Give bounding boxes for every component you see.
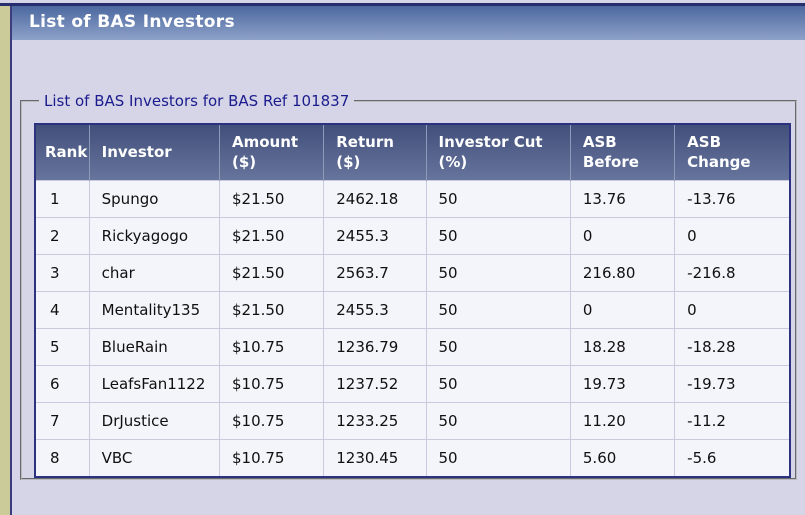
cell-return: 2563.7 bbox=[323, 253, 427, 291]
cell-investor: VBC bbox=[89, 438, 220, 477]
cell-amount: $10.75 bbox=[219, 438, 325, 477]
cell-asb_before: 216.80 bbox=[570, 253, 676, 291]
cell-return: 1230.45 bbox=[323, 438, 427, 477]
cell-asb_change: -216.8 bbox=[674, 253, 790, 291]
cell-amount: $10.75 bbox=[219, 327, 325, 365]
cell-cut: 50 bbox=[426, 253, 571, 291]
table-row: 2 Rickyagogo $21.50 2455.3 50 0 0 bbox=[35, 216, 790, 254]
cell-investor: char bbox=[89, 253, 220, 291]
cell-cut: 50 bbox=[426, 401, 571, 439]
investors-table-body: 1 Spungo $21.50 2462.18 50 13.76 -13.76 2 Rickya… bbox=[35, 179, 790, 477]
cell-return: 2462.18 bbox=[323, 179, 427, 217]
cell-asb_change: 0 bbox=[674, 216, 790, 254]
cell-investor: Spungo bbox=[89, 179, 220, 217]
cell-rank: 7 bbox=[35, 401, 90, 439]
column-header-asb-before: ASB Before bbox=[570, 124, 676, 180]
cell-asb_before: 0 bbox=[570, 216, 676, 254]
table-row: 4 Mentality135 $21.50 2455.3 50 0 0 bbox=[35, 290, 790, 328]
cell-investor: Rickyagogo bbox=[89, 216, 220, 254]
cell-rank: 4 bbox=[35, 290, 90, 328]
cell-cut: 50 bbox=[426, 327, 571, 365]
cell-asb_change: -5.6 bbox=[674, 438, 790, 477]
column-header-investor-cut: Investor Cut (%) bbox=[426, 124, 571, 180]
left-edge-strip bbox=[0, 3, 12, 515]
cell-asb_before: 18.28 bbox=[570, 327, 676, 365]
cell-amount: $21.50 bbox=[219, 179, 325, 217]
cell-asb_before: 19.73 bbox=[570, 364, 676, 402]
cell-cut: 50 bbox=[426, 438, 571, 477]
cell-rank: 3 bbox=[35, 253, 90, 291]
cell-return: 1236.79 bbox=[323, 327, 427, 365]
cell-amount: $21.50 bbox=[219, 253, 325, 291]
fieldset-legend: List of BAS Investors for BAS Ref 101837 bbox=[44, 92, 350, 110]
column-header-return: Return ($) bbox=[323, 124, 427, 180]
investors-table: Rank Investor Amount ($) Return ($) Inve… bbox=[34, 123, 791, 478]
cell-investor: LeafsFan1122 bbox=[89, 364, 220, 402]
cell-asb_before: 13.76 bbox=[570, 179, 676, 217]
table-row: 7 DrJustice $10.75 1233.25 50 11.20 -11.2 bbox=[35, 401, 790, 439]
cell-cut: 50 bbox=[426, 364, 571, 402]
cell-rank: 8 bbox=[35, 438, 90, 477]
cell-rank: 1 bbox=[35, 179, 90, 217]
cell-asb_change: -11.2 bbox=[674, 401, 790, 439]
table-row: 6 LeafsFan1122 $10.75 1237.52 50 19.73 -19.73 bbox=[35, 364, 790, 402]
cell-cut: 50 bbox=[426, 216, 571, 254]
cell-asb_change: -19.73 bbox=[674, 364, 790, 402]
table-row: 1 Spungo $21.50 2462.18 50 13.76 -13.76 bbox=[35, 179, 790, 217]
main-content: List of BAS Investors List of BAS Invest… bbox=[12, 3, 805, 515]
cell-rank: 2 bbox=[35, 216, 90, 254]
table-header: Rank Investor Amount ($) Return ($) Inve… bbox=[35, 124, 790, 180]
cell-asb_before: 5.60 bbox=[570, 438, 676, 477]
cell-asb_change: -18.28 bbox=[674, 327, 790, 365]
cell-cut: 50 bbox=[426, 290, 571, 328]
cell-cut: 50 bbox=[426, 179, 571, 217]
investors-fieldset: List of BAS Investors for BAS Ref 101837… bbox=[20, 92, 797, 480]
table-row: 3 char $21.50 2563.7 50 216.80 -216.8 bbox=[35, 253, 790, 291]
cell-amount: $21.50 bbox=[219, 290, 325, 328]
cell-return: 1233.25 bbox=[323, 401, 427, 439]
column-header-investor: Investor bbox=[89, 124, 220, 180]
cell-return: 2455.3 bbox=[323, 290, 427, 328]
top-border-line bbox=[0, 3, 805, 6]
table-header-row: Rank Investor Amount ($) Return ($) Inve… bbox=[35, 124, 790, 180]
cell-investor: DrJustice bbox=[89, 401, 220, 439]
cell-amount: $21.50 bbox=[219, 216, 325, 254]
cell-investor: BlueRain bbox=[89, 327, 220, 365]
column-header-rank: Rank bbox=[35, 124, 90, 180]
cell-asb_change: 0 bbox=[674, 290, 790, 328]
cell-asb_change: -13.76 bbox=[674, 179, 790, 217]
cell-rank: 5 bbox=[35, 327, 90, 365]
cell-amount: $10.75 bbox=[219, 401, 325, 439]
cell-return: 2455.3 bbox=[323, 216, 427, 254]
cell-return: 1237.52 bbox=[323, 364, 427, 402]
column-header-amount: Amount ($) bbox=[219, 124, 325, 180]
cell-investor: Mentality135 bbox=[89, 290, 220, 328]
table-row: 8 VBC $10.75 1230.45 50 5.60 -5.6 bbox=[35, 438, 790, 477]
cell-asb_before: 11.20 bbox=[570, 401, 676, 439]
page: { "header": { "title": "List of BAS Inve… bbox=[0, 3, 805, 515]
column-header-asb-change: ASB Change bbox=[674, 124, 790, 180]
table-row: 5 BlueRain $10.75 1236.79 50 18.28 -18.28 bbox=[35, 327, 790, 365]
page-title: List of BAS Investors bbox=[29, 11, 235, 32]
page-header-bar: List of BAS Investors bbox=[12, 3, 805, 40]
cell-rank: 6 bbox=[35, 364, 90, 402]
cell-amount: $10.75 bbox=[219, 364, 325, 402]
cell-asb_before: 0 bbox=[570, 290, 676, 328]
